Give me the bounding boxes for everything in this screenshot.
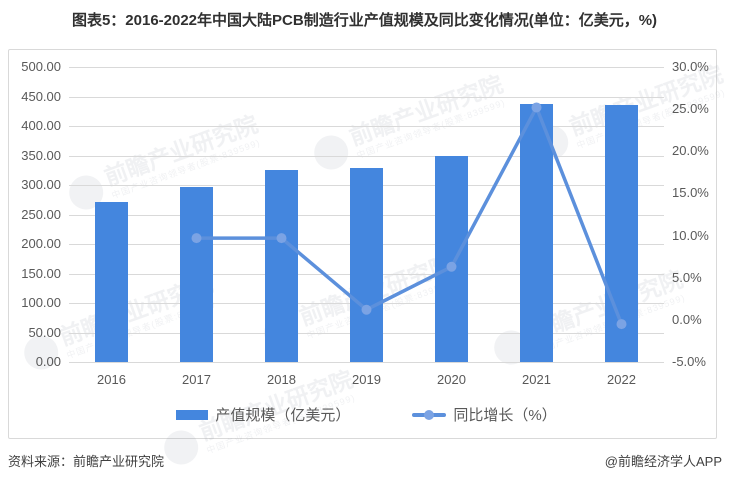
left-axis-tick: 50.00: [28, 324, 61, 340]
x-axis-label-2019: 2019: [352, 372, 381, 387]
right-axis-tick: 25.0%: [672, 101, 709, 117]
right-axis-tick: 30.0%: [672, 59, 709, 74]
bar-2017: [180, 186, 213, 362]
right-axis-tick: 0.0%: [672, 311, 702, 327]
left-axis-tick: 450.00: [21, 88, 61, 104]
right-axis-tick: 20.0%: [672, 143, 709, 159]
x-axis-label-2018: 2018: [267, 372, 296, 387]
legend-bar-label: 产值规模（亿美元）: [215, 407, 351, 424]
bar-2018: [265, 169, 298, 362]
gridline: [69, 96, 664, 98]
bar-2021: [520, 104, 553, 362]
right-axis-tick: -5.0%: [672, 354, 706, 369]
left-axis-tick: 350.00: [21, 147, 61, 163]
legend-item-line: 同比增长（%）: [412, 404, 557, 425]
x-axis-label-2020: 2020: [437, 372, 466, 387]
left-axis-tick: 0.00: [35, 354, 61, 369]
bar-2019: [350, 167, 383, 362]
gridline: [69, 362, 664, 363]
line-marker: [616, 319, 627, 330]
line-marker: [446, 261, 457, 272]
left-axis-tick: 300.00: [21, 177, 61, 192]
chart-title: 图表5：2016-2022年中国大陆PCB制造行业产值规模及同比变化情况(单位：…: [71, 12, 658, 29]
left-axis-tick: 500.00: [21, 59, 61, 74]
line-marker: [191, 233, 202, 244]
left-axis-tick: 200.00: [21, 236, 61, 251]
line-marker: [276, 233, 287, 244]
left-axis-tick: 150.00: [21, 265, 61, 281]
x-axis-label-2016: 2016: [97, 372, 126, 387]
line-marker: [531, 102, 542, 113]
right-axis-tick: 10.0%: [672, 227, 709, 243]
x-axis-label-2021: 2021: [522, 372, 551, 387]
left-axis-tick: 400.00: [21, 118, 61, 133]
footer: 资料来源：前瞻产业研究院 @前瞻经济学人APP: [8, 451, 722, 470]
legend-item-bar: 产值规模（亿美元）: [176, 404, 350, 425]
source-note: 资料来源：前瞻产业研究院: [8, 454, 165, 469]
chart-panel: 前瞻产业研究院 中国产业咨询领导者(股票:839599) 前瞻产业研究院 中国产业咨询…: [8, 49, 727, 469]
growth-line: [194, 105, 624, 326]
line-swatch-icon: [412, 409, 447, 420]
gridline: [69, 126, 664, 127]
x-axis-label-2017: 2017: [182, 372, 211, 387]
marker-dot-icon: [424, 409, 435, 420]
legend: 产值规模（亿美元） 同比增长（%）: [69, 404, 664, 425]
right-axis-tick: 15.0%: [672, 185, 709, 201]
legend-line-label: 同比增长（%）: [453, 407, 557, 424]
left-axis-tick: 100.00: [21, 295, 61, 310]
x-axis-label-2022: 2022: [607, 372, 636, 387]
right-axis-tick: 5.0%: [672, 269, 702, 285]
bar-2016: [95, 202, 128, 362]
bar-2020: [435, 155, 468, 362]
left-axis-tick: 250.00: [21, 206, 61, 222]
bar-swatch-icon: [176, 409, 209, 420]
line-series: [191, 102, 627, 330]
credit-note: @前瞻经济学人APP: [604, 454, 722, 469]
plot-area: [69, 67, 664, 363]
gridline: [69, 67, 664, 68]
gridline: [69, 155, 664, 157]
line-marker: [361, 304, 372, 315]
